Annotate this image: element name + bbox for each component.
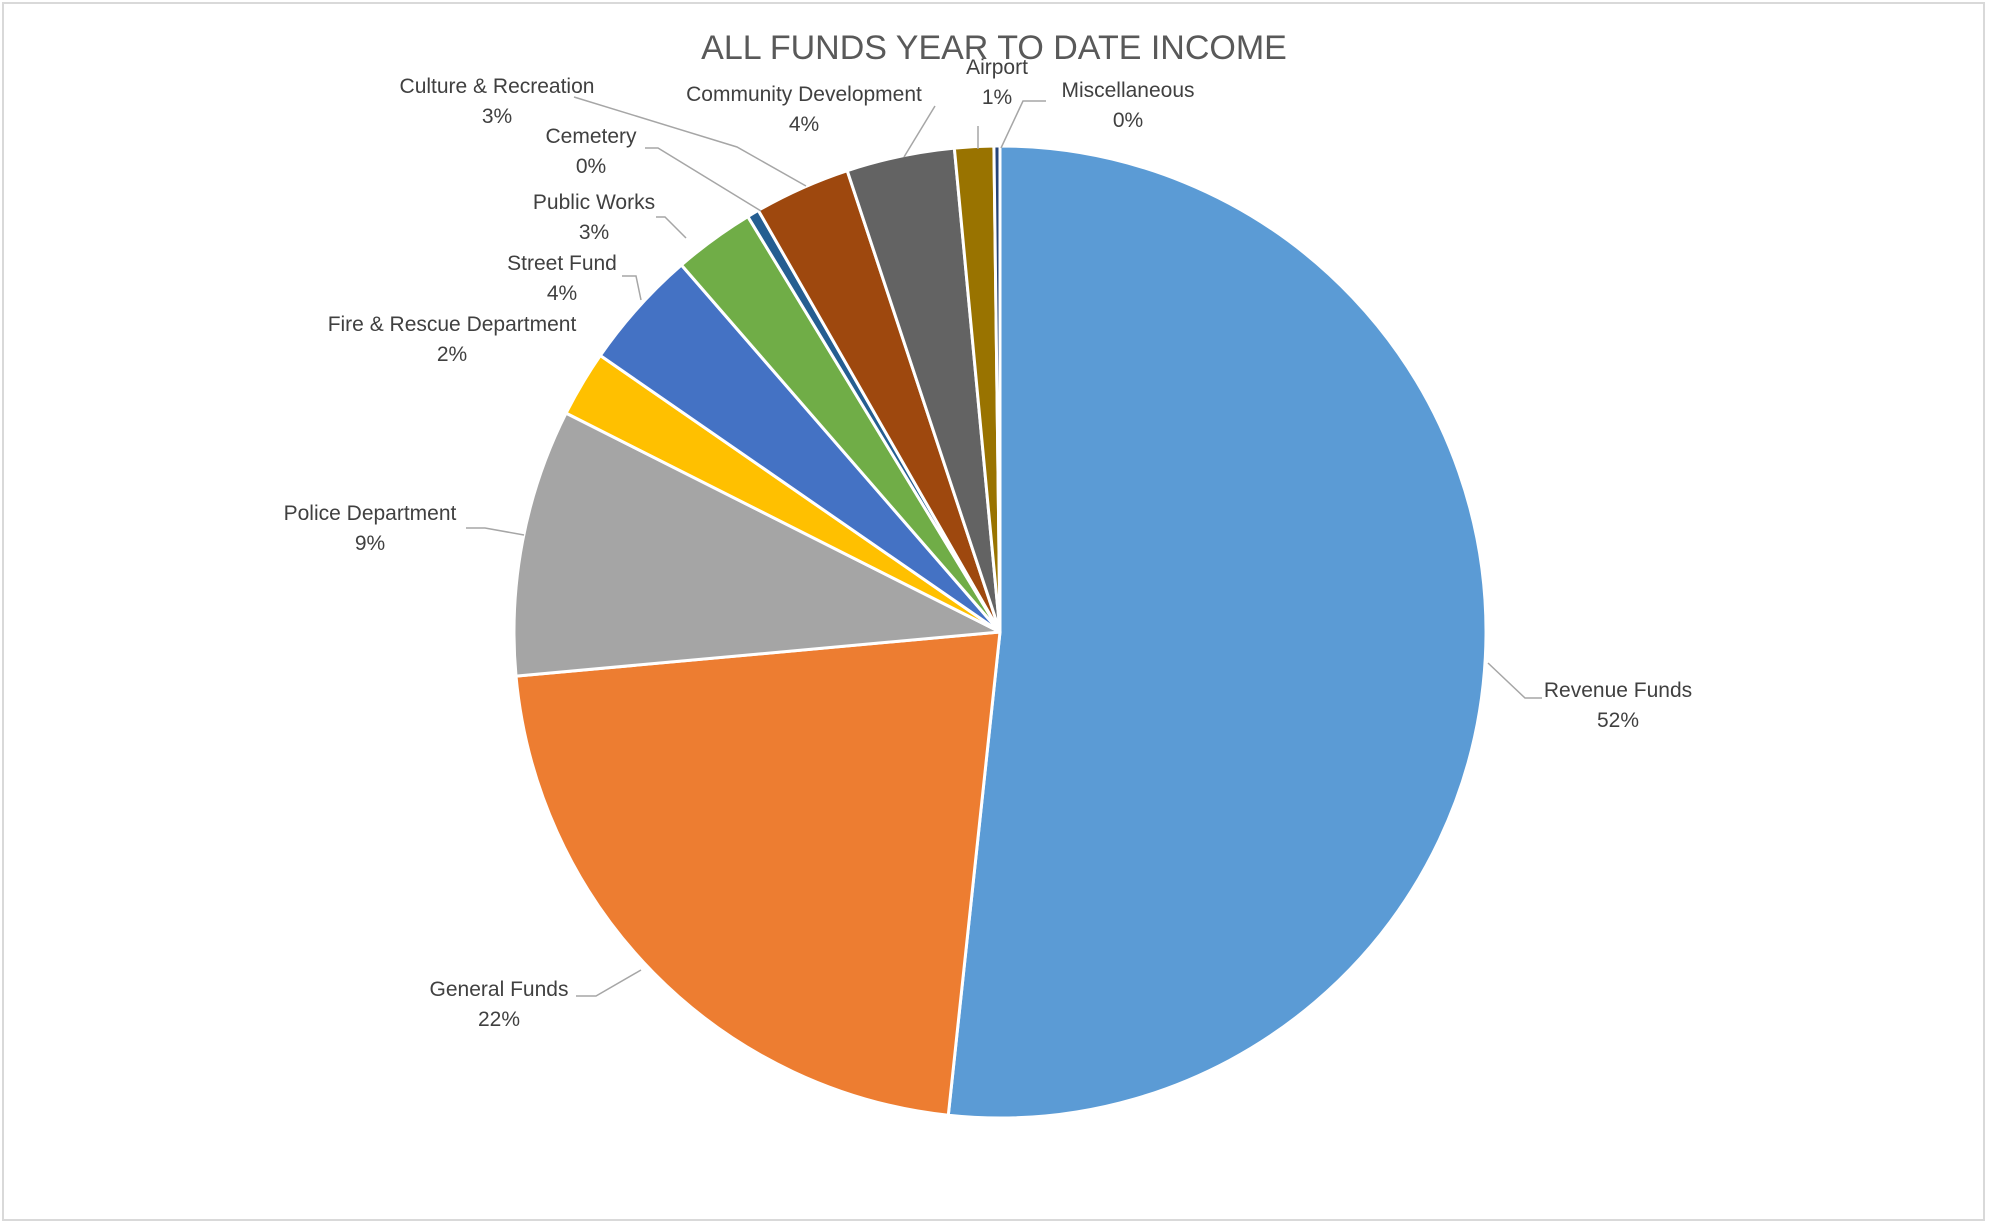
label-name-revenue-funds: Revenue Funds [1544, 679, 1692, 702]
label-name-miscellaneous: Miscellaneous [1061, 79, 1194, 102]
label-name-police-department: Police Department [284, 502, 457, 525]
leader-line-culture-and-recreation [573, 96, 807, 187]
leader-lines-layer [466, 96, 1542, 997]
slice-general-funds [514, 630, 1002, 1117]
slice-revenue-funds [946, 144, 1488, 1120]
label-percent-airport: 1% [982, 86, 1012, 109]
leader-line-police-department [466, 527, 525, 536]
slice-police-department [512, 411, 1002, 678]
chart-title: ALL FUNDS YEAR TO DATE INCOME [701, 29, 1287, 67]
label-percent-public-works: 3% [579, 221, 609, 244]
label-percent-community-development: 4% [789, 113, 819, 136]
leader-line-street-fund [622, 275, 642, 301]
leader-line-cemetery [645, 147, 762, 212]
label-percent-street-fund: 4% [547, 282, 577, 305]
label-name-street-fund: Street Fund [507, 252, 617, 275]
leader-line-revenue-funds [1487, 662, 1542, 699]
leader-line-community-development [903, 105, 936, 158]
label-percent-miscellaneous: 0% [1113, 109, 1143, 132]
leader-line-general-funds [576, 969, 642, 997]
leader-line-public-works [656, 216, 687, 239]
label-name-airport: Airport [966, 56, 1028, 79]
label-name-community-development: Community Development [686, 83, 922, 106]
label-percent-police-department: 9% [355, 532, 385, 555]
leader-line-miscellaneous [1000, 100, 1046, 149]
label-name-culture-and-recreation: Culture & Recreation [400, 75, 595, 98]
label-name-general-funds: General Funds [430, 978, 569, 1001]
label-percent-cemetery: 0% [576, 155, 606, 178]
label-name-public-works: Public Works [533, 191, 655, 214]
label-percent-fire-and-rescue-department: 2% [437, 343, 467, 366]
label-name-fire-and-rescue-department: Fire & Rescue Department [328, 313, 577, 336]
label-name-cemetery: Cemetery [545, 125, 637, 148]
slices-layer [512, 144, 1488, 1120]
label-percent-culture-and-recreation: 3% [482, 105, 512, 128]
slice-miscellaneous [992, 144, 1002, 634]
label-percent-revenue-funds: 52% [1597, 709, 1639, 732]
label-percent-general-funds: 22% [478, 1008, 520, 1031]
labels-layer: Revenue Funds 52% General Funds 22% Police D… [284, 56, 1693, 1031]
